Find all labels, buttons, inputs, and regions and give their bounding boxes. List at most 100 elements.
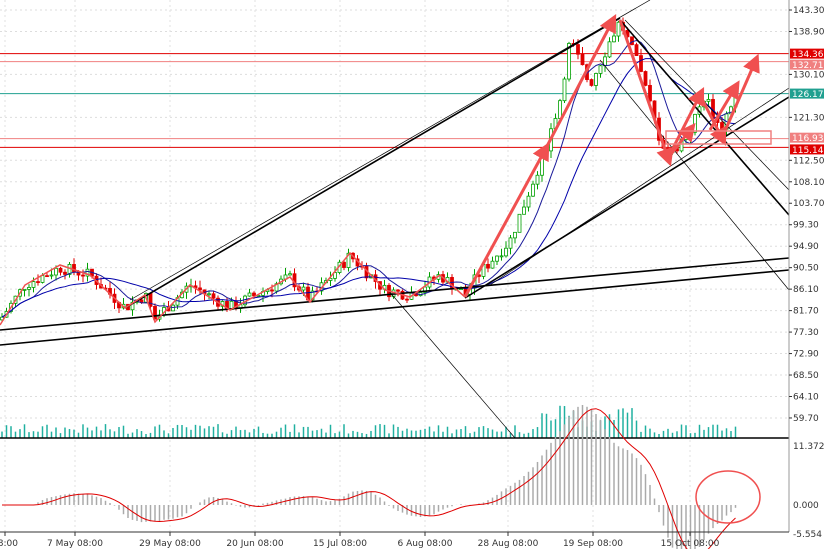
candle-body <box>171 304 175 312</box>
time-tick-label: 15 Jul 08:00 <box>313 539 367 549</box>
price-tick-label: 130.10 <box>793 70 825 80</box>
price-tick-label: 143.30 <box>793 6 825 16</box>
candle-body <box>63 271 67 275</box>
candle-body <box>517 213 522 233</box>
level-price-label: 115.14 <box>792 146 824 156</box>
time-tick-label: 20 Jun 08:00 <box>226 539 283 549</box>
candle-body <box>288 273 292 276</box>
trend-line <box>129 0 651 301</box>
trend-line <box>0 269 790 346</box>
level-price-tag <box>790 144 824 155</box>
price-tick-label: 138.90 <box>793 27 825 37</box>
candle-body <box>198 287 202 291</box>
candle-body <box>580 53 585 66</box>
level-price-tag <box>790 48 824 59</box>
candle-body <box>648 85 652 102</box>
level-price-tag <box>790 88 824 99</box>
candle-body <box>207 293 211 296</box>
candle-body <box>396 289 400 292</box>
moving-average-slow <box>1 58 736 318</box>
annotation-arrow <box>463 142 550 298</box>
price-tick-label: 103.70 <box>793 199 825 209</box>
price-tick-label: 81.70 <box>793 307 819 317</box>
candle-body <box>508 237 513 249</box>
price-tick-label: 86.10 <box>793 285 819 295</box>
price-tick-label: 77.30 <box>793 328 819 338</box>
indicator-tick-label: 0.000 <box>793 501 819 511</box>
candle-body <box>81 274 85 277</box>
price-tick-label: 68.50 <box>793 371 819 381</box>
price-tick-label: 121.30 <box>793 113 825 123</box>
candle-body <box>31 281 36 288</box>
candle-body <box>139 299 144 303</box>
candle-body <box>526 195 531 208</box>
time-tick-label: 08:00 <box>0 539 18 549</box>
candle-body <box>45 275 49 278</box>
time-tick-label: 19 Sep 08:00 <box>563 539 623 549</box>
price-tick-label: 99.30 <box>793 221 819 231</box>
level-price-label: 126.17 <box>792 90 824 100</box>
annotation-arrow <box>618 19 674 167</box>
support-zone-box <box>665 130 772 145</box>
candle-body <box>607 41 612 58</box>
price-tick-label: 108.10 <box>793 178 825 188</box>
candle-body <box>85 268 90 277</box>
candle-body <box>40 275 45 283</box>
candle-body <box>576 44 580 55</box>
candle-body <box>634 44 639 56</box>
annotation-arrow <box>543 14 617 151</box>
annotation-arrow <box>708 80 740 131</box>
candle-body <box>522 206 526 215</box>
trend-line <box>619 19 790 216</box>
price-tick-label: 59.70 <box>793 414 819 424</box>
zigzag-line <box>0 251 466 326</box>
time-tick-label: 7 May 08:00 <box>47 539 103 549</box>
candle-body <box>27 287 31 290</box>
signal-line <box>2 408 736 549</box>
candle-body <box>567 43 571 80</box>
indicator-tick-label: 11.372 <box>793 442 825 452</box>
candle-body <box>643 71 648 86</box>
trend-line <box>124 17 621 309</box>
candle-body <box>342 261 346 268</box>
candle-body <box>495 255 499 262</box>
candle-body <box>562 78 567 102</box>
highlight-circle <box>695 470 761 524</box>
price-tick-label: 90.50 <box>793 264 819 274</box>
candle-body <box>612 35 616 43</box>
level-price-label: 116.93 <box>792 134 824 144</box>
level-price-tag <box>790 132 824 143</box>
candle-body <box>49 274 54 277</box>
candle-body <box>301 286 306 291</box>
time-tick-label: 28 Aug 08:00 <box>478 539 539 549</box>
trend-line <box>489 87 790 286</box>
candle-body <box>148 292 153 307</box>
candle-body <box>423 286 427 293</box>
indicator-tick-label: -5.554 <box>793 530 822 540</box>
candle-body <box>531 183 535 197</box>
candle-body <box>252 292 256 297</box>
candle-body <box>589 79 594 86</box>
time-tick-label: 15 Oct 08:00 <box>661 539 720 549</box>
trend-line <box>387 289 516 439</box>
time-tick-label: 29 May 08:00 <box>139 539 201 549</box>
trend-line <box>624 19 790 191</box>
candle-body <box>558 100 562 119</box>
candle-body <box>211 293 216 299</box>
candle-body <box>490 260 495 269</box>
candle-body <box>720 122 724 130</box>
candle-body <box>594 73 598 86</box>
candle-body <box>22 288 27 291</box>
candle-body <box>630 36 634 46</box>
time-tick-label: 6 Aug 08:00 <box>398 539 453 549</box>
candle-body <box>270 289 274 292</box>
candle-body <box>499 255 504 258</box>
level-price-label: 134.36 <box>792 50 824 60</box>
price-tick-label: 94.90 <box>793 242 819 252</box>
price-tick-label: 72.90 <box>793 350 819 360</box>
candle-body <box>535 174 540 185</box>
level-price-label: 132.71 <box>792 61 824 71</box>
trend-line <box>0 257 790 331</box>
